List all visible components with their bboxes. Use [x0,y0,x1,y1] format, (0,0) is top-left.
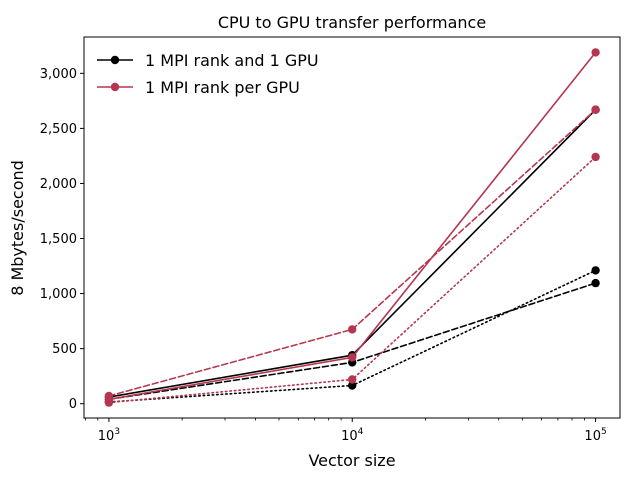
data-point [591,266,600,275]
chart-title: CPU to GPU transfer performance [218,13,486,32]
x-tick-label: 103 [98,427,120,444]
data-point [591,48,600,57]
x-axis: 103 104 105 [84,418,607,444]
y-tick-label: 1,000 [40,287,77,302]
y-tick-label: 2,500 [40,122,77,137]
y-tick-label: 500 [52,342,77,357]
data-point [348,381,357,390]
x-tick-label: 104 [341,427,364,444]
legend-label: 1 MPI rank per GPU [145,78,300,97]
data-point [348,325,357,334]
data-point [591,278,600,288]
legend-label: 1 MPI rank and 1 GPU [145,51,319,70]
x-axis-label: Vector size [308,451,395,470]
y-tick-label: 1,500 [40,232,77,247]
y-axis: 0 500 1,000 1,500 2,000 2,500 3,000 [40,67,84,412]
data-point [591,105,600,114]
x-tick-label: 105 [584,427,606,444]
y-axis-label: 8 Mbytes/second [8,160,27,296]
y-tick-label: 0 [69,397,77,412]
data-point [348,353,357,362]
data-point [348,375,357,384]
series-line-3 [108,51,597,401]
y-tick-label: 2,000 [40,177,77,192]
y-tick-label: 3,000 [40,67,77,82]
data-point [591,152,600,162]
data-point [104,391,114,401]
legend-marker [110,55,120,65]
data-point [104,398,114,407]
legend-marker [110,82,120,92]
legend: 1 MPI rank and 1 GPU 1 MPI rank per GPU [97,51,319,97]
plot-marks [104,48,600,407]
